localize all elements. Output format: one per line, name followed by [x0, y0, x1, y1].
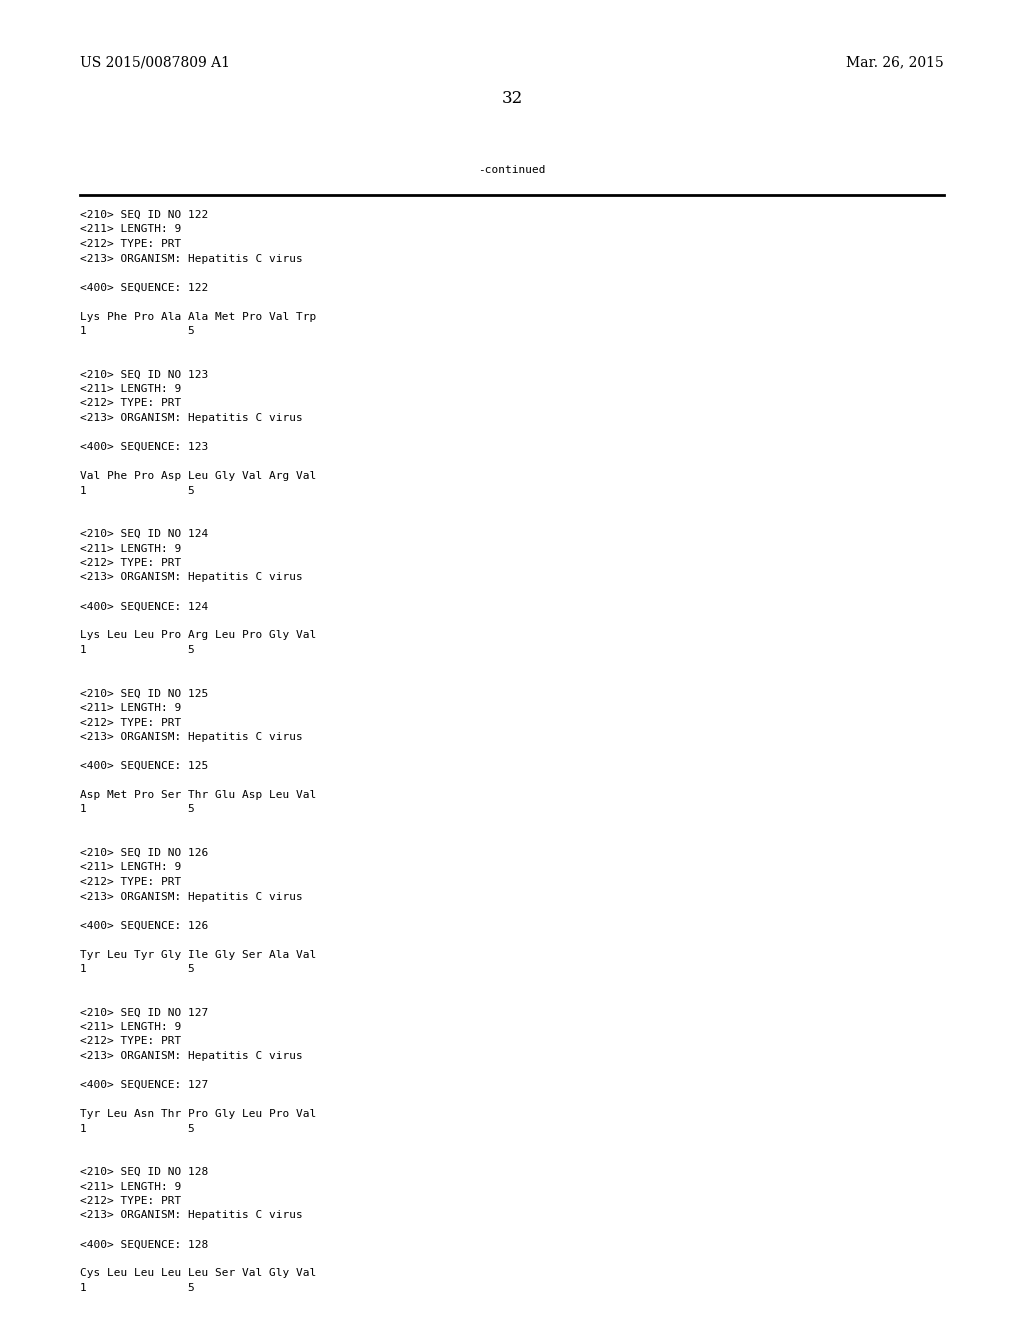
Text: <400> SEQUENCE: 127: <400> SEQUENCE: 127 [80, 1080, 208, 1090]
Text: <210> SEQ ID NO 122: <210> SEQ ID NO 122 [80, 210, 208, 220]
Text: <212> TYPE: PRT: <212> TYPE: PRT [80, 1196, 181, 1206]
Text: <212> TYPE: PRT: <212> TYPE: PRT [80, 558, 181, 568]
Text: Tyr Leu Asn Thr Pro Gly Leu Pro Val: Tyr Leu Asn Thr Pro Gly Leu Pro Val [80, 1109, 316, 1119]
Text: 1               5: 1 5 [80, 804, 195, 814]
Text: <212> TYPE: PRT: <212> TYPE: PRT [80, 399, 181, 408]
Text: <400> SEQUENCE: 124: <400> SEQUENCE: 124 [80, 602, 208, 611]
Text: <213> ORGANISM: Hepatitis C virus: <213> ORGANISM: Hepatitis C virus [80, 891, 303, 902]
Text: <211> LENGTH: 9: <211> LENGTH: 9 [80, 544, 181, 553]
Text: <210> SEQ ID NO 128: <210> SEQ ID NO 128 [80, 1167, 208, 1177]
Text: <212> TYPE: PRT: <212> TYPE: PRT [80, 239, 181, 249]
Text: <213> ORGANISM: Hepatitis C virus: <213> ORGANISM: Hepatitis C virus [80, 1210, 303, 1221]
Text: <211> LENGTH: 9: <211> LENGTH: 9 [80, 1022, 181, 1032]
Text: Val Phe Pro Asp Leu Gly Val Arg Val: Val Phe Pro Asp Leu Gly Val Arg Val [80, 471, 316, 480]
Text: <210> SEQ ID NO 126: <210> SEQ ID NO 126 [80, 847, 208, 858]
Text: <210> SEQ ID NO 123: <210> SEQ ID NO 123 [80, 370, 208, 380]
Text: 32: 32 [502, 90, 522, 107]
Text: <400> SEQUENCE: 126: <400> SEQUENCE: 126 [80, 920, 208, 931]
Text: 1               5: 1 5 [80, 964, 195, 974]
Text: Tyr Leu Tyr Gly Ile Gly Ser Ala Val: Tyr Leu Tyr Gly Ile Gly Ser Ala Val [80, 949, 316, 960]
Text: <213> ORGANISM: Hepatitis C virus: <213> ORGANISM: Hepatitis C virus [80, 733, 303, 742]
Text: <400> SEQUENCE: 128: <400> SEQUENCE: 128 [80, 1239, 208, 1250]
Text: <213> ORGANISM: Hepatitis C virus: <213> ORGANISM: Hepatitis C virus [80, 1051, 303, 1061]
Text: <210> SEQ ID NO 124: <210> SEQ ID NO 124 [80, 529, 208, 539]
Text: Mar. 26, 2015: Mar. 26, 2015 [846, 55, 944, 69]
Text: <210> SEQ ID NO 127: <210> SEQ ID NO 127 [80, 1007, 208, 1018]
Text: <212> TYPE: PRT: <212> TYPE: PRT [80, 1036, 181, 1047]
Text: <211> LENGTH: 9: <211> LENGTH: 9 [80, 862, 181, 873]
Text: <210> SEQ ID NO 125: <210> SEQ ID NO 125 [80, 689, 208, 698]
Text: 1               5: 1 5 [80, 1283, 195, 1294]
Text: 1               5: 1 5 [80, 326, 195, 337]
Text: 1               5: 1 5 [80, 1123, 195, 1134]
Text: <400> SEQUENCE: 122: <400> SEQUENCE: 122 [80, 282, 208, 293]
Text: <211> LENGTH: 9: <211> LENGTH: 9 [80, 224, 181, 235]
Text: <213> ORGANISM: Hepatitis C virus: <213> ORGANISM: Hepatitis C virus [80, 413, 303, 422]
Text: <213> ORGANISM: Hepatitis C virus: <213> ORGANISM: Hepatitis C virus [80, 573, 303, 582]
Text: Lys Leu Leu Pro Arg Leu Pro Gly Val: Lys Leu Leu Pro Arg Leu Pro Gly Val [80, 631, 316, 640]
Text: <211> LENGTH: 9: <211> LENGTH: 9 [80, 704, 181, 713]
Text: <212> TYPE: PRT: <212> TYPE: PRT [80, 718, 181, 727]
Text: <211> LENGTH: 9: <211> LENGTH: 9 [80, 1181, 181, 1192]
Text: 1               5: 1 5 [80, 486, 195, 495]
Text: Asp Met Pro Ser Thr Glu Asp Leu Val: Asp Met Pro Ser Thr Glu Asp Leu Val [80, 789, 316, 800]
Text: US 2015/0087809 A1: US 2015/0087809 A1 [80, 55, 230, 69]
Text: -continued: -continued [478, 165, 546, 176]
Text: Lys Phe Pro Ala Ala Met Pro Val Trp: Lys Phe Pro Ala Ala Met Pro Val Trp [80, 312, 316, 322]
Text: <211> LENGTH: 9: <211> LENGTH: 9 [80, 384, 181, 393]
Text: <400> SEQUENCE: 123: <400> SEQUENCE: 123 [80, 442, 208, 451]
Text: 1               5: 1 5 [80, 645, 195, 655]
Text: <213> ORGANISM: Hepatitis C virus: <213> ORGANISM: Hepatitis C virus [80, 253, 303, 264]
Text: <400> SEQUENCE: 125: <400> SEQUENCE: 125 [80, 762, 208, 771]
Text: Cys Leu Leu Leu Leu Ser Val Gly Val: Cys Leu Leu Leu Leu Ser Val Gly Val [80, 1269, 316, 1279]
Text: <212> TYPE: PRT: <212> TYPE: PRT [80, 876, 181, 887]
